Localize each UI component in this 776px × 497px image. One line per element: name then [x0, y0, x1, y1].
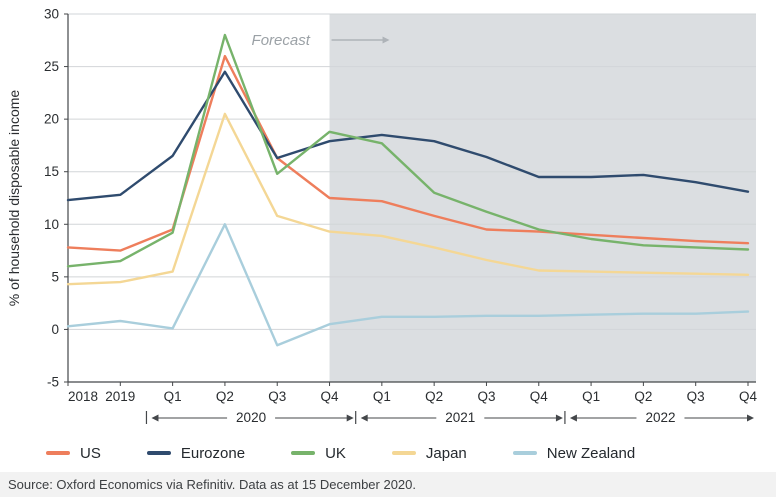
x-tick-label: Q3 — [687, 389, 705, 404]
year-group-label: 2020 — [236, 410, 266, 425]
x-tick-label: Q2 — [425, 389, 443, 404]
x-tick-label: Q4 — [739, 389, 758, 404]
legend-item-new-zealand: New Zealand — [512, 444, 636, 462]
legend-swatch-icon — [291, 451, 316, 455]
legend-item-uk: UK — [291, 445, 346, 462]
line-chart-svg: -5 0 5 10 15 20 25 30 2018 2019 Q1 Q2 Q3 Q4 Q1 Q2 Q3 Q4 Q1… — [6, 7, 758, 426]
legend-label: US — [80, 444, 101, 462]
legend-swatch-icon — [512, 451, 537, 455]
series-line-new-zealand — [66, 223, 750, 347]
series-line-eurozone — [66, 70, 750, 202]
y-tick-label: 25 — [44, 59, 59, 74]
y-tick-label: 0 — [51, 322, 59, 337]
x-tick-label: Q1 — [164, 389, 182, 404]
x-tick-label: Q2 — [634, 389, 652, 404]
y-tick-label: 10 — [44, 217, 59, 232]
x-tick-label: Q3 — [477, 389, 495, 404]
y-tick-label: 30 — [44, 7, 59, 22]
legend-label: New Zealand — [546, 444, 636, 462]
forecast-label: Forecast — [252, 32, 311, 49]
x-tick-label: Q4 — [321, 389, 340, 404]
x-tick-label: 2018 — [68, 389, 98, 404]
legend-item-japan: Japan — [391, 444, 467, 462]
series-line-japan — [66, 112, 750, 286]
legend-label: UK — [325, 444, 346, 462]
x-tick-label: Q4 — [530, 389, 549, 404]
source-bar: Source: Oxford Economics via Refinitiv. … — [0, 472, 776, 497]
source-attribution: Source: Oxford Economics via Refinitiv. … — [8, 477, 417, 492]
forecast-region — [329, 14, 756, 382]
legend-label: Japan — [425, 444, 467, 462]
x-tick-label: 2019 — [105, 389, 135, 404]
chart-legend: US Eurozone UK Japan New Zealand — [0, 434, 776, 472]
year-group-label: 2021 — [445, 410, 475, 425]
series-line-uk — [66, 33, 750, 268]
year-group-label: 2022 — [645, 410, 675, 425]
legend-swatch-icon — [146, 451, 171, 455]
x-tick-label: Q3 — [268, 389, 286, 404]
y-tick-label: -5 — [47, 375, 59, 390]
y-tick-label: 5 — [51, 269, 59, 284]
legend-swatch-icon — [46, 451, 70, 455]
x-tick-label: Q1 — [582, 389, 600, 404]
legend-label: Eurozone — [180, 444, 246, 462]
x-tick-label: Q2 — [216, 389, 234, 404]
legend-item-eurozone: Eurozone — [146, 444, 246, 462]
y-tick-label: 20 — [44, 112, 59, 127]
chart-plot-area: -5 0 5 10 15 20 25 30 2018 2019 Q1 Q2 Q3 Q4 Q1 Q2 Q3 Q4 Q1… — [6, 7, 758, 426]
y-axis-label: % of household disposable income — [6, 90, 22, 307]
legend-swatch-icon — [391, 451, 416, 455]
legend-item-us: US — [46, 445, 101, 462]
y-tick-label: 15 — [44, 164, 59, 179]
x-tick-label: Q1 — [373, 389, 391, 404]
